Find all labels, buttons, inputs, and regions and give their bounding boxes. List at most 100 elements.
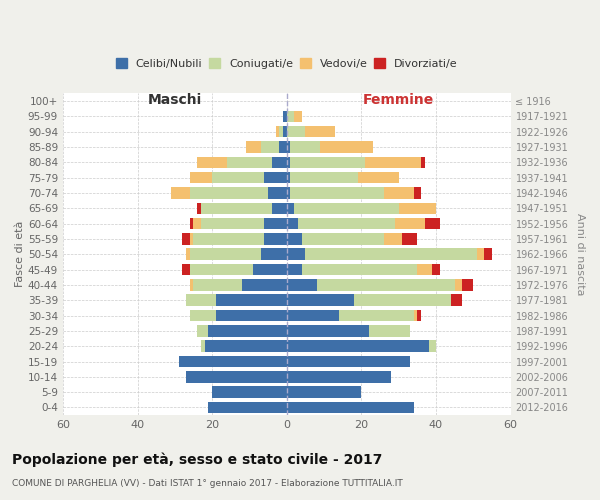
Bar [265, 172, 287, 184]
Bar [287, 279, 317, 290]
Legend: Celibi/Nubili, Coniugati/e, Vedovi/e, Divorziati/e: Celibi/Nubili, Coniugati/e, Vedovi/e, Di… [111, 54, 462, 73]
Bar [193, 279, 242, 290]
Bar [212, 386, 287, 398]
Bar [272, 202, 287, 214]
Bar [305, 126, 335, 138]
Bar [432, 264, 440, 276]
Bar [201, 202, 272, 214]
Bar [418, 310, 421, 322]
Bar [287, 141, 290, 152]
Bar [260, 248, 287, 260]
Bar [287, 340, 428, 352]
Y-axis label: Fasce di età: Fasce di età [15, 221, 25, 288]
Bar [287, 294, 354, 306]
Bar [484, 248, 492, 260]
Bar [413, 187, 421, 198]
Bar [197, 156, 227, 168]
Bar [197, 202, 201, 214]
Bar [212, 172, 265, 184]
Bar [384, 233, 403, 244]
Bar [279, 126, 283, 138]
Bar [354, 294, 451, 306]
Bar [201, 218, 265, 230]
Bar [253, 264, 287, 276]
Bar [358, 172, 398, 184]
Text: Popolazione per età, sesso e stato civile - 2017: Popolazione per età, sesso e stato civil… [12, 452, 382, 467]
Bar [246, 141, 260, 152]
Bar [317, 279, 455, 290]
Bar [290, 187, 384, 198]
Bar [216, 310, 287, 322]
Bar [287, 110, 294, 122]
Bar [190, 264, 253, 276]
Bar [290, 156, 365, 168]
Bar [190, 248, 260, 260]
Bar [182, 264, 190, 276]
Bar [287, 325, 369, 336]
Y-axis label: Anni di nascita: Anni di nascita [575, 213, 585, 296]
Bar [186, 294, 216, 306]
Text: Femmine: Femmine [363, 94, 434, 108]
Bar [186, 248, 190, 260]
Bar [339, 310, 413, 322]
Bar [216, 294, 287, 306]
Bar [287, 356, 410, 368]
Bar [413, 310, 418, 322]
Bar [190, 233, 193, 244]
Bar [287, 126, 305, 138]
Bar [287, 264, 302, 276]
Bar [193, 233, 265, 244]
Bar [398, 202, 436, 214]
Bar [294, 110, 302, 122]
Bar [287, 187, 290, 198]
Bar [287, 202, 294, 214]
Bar [283, 110, 287, 122]
Bar [298, 218, 395, 230]
Bar [179, 356, 287, 368]
Bar [190, 218, 193, 230]
Bar [403, 233, 418, 244]
Bar [287, 386, 361, 398]
Bar [186, 371, 287, 382]
Bar [287, 156, 290, 168]
Bar [268, 187, 287, 198]
Bar [171, 187, 190, 198]
Bar [265, 233, 287, 244]
Bar [208, 402, 287, 413]
Bar [287, 248, 305, 260]
Bar [287, 218, 298, 230]
Bar [190, 310, 216, 322]
Bar [418, 264, 432, 276]
Bar [182, 233, 190, 244]
Text: COMUNE DI PARGHELIA (VV) - Dati ISTAT 1° gennaio 2017 - Elaborazione TUTTITALIA.: COMUNE DI PARGHELIA (VV) - Dati ISTAT 1°… [12, 479, 403, 488]
Bar [290, 141, 320, 152]
Bar [283, 126, 287, 138]
Bar [265, 218, 287, 230]
Bar [260, 141, 279, 152]
Bar [477, 248, 484, 260]
Bar [384, 187, 413, 198]
Bar [190, 279, 193, 290]
Bar [365, 156, 421, 168]
Bar [208, 325, 287, 336]
Bar [287, 371, 391, 382]
Bar [275, 126, 279, 138]
Bar [451, 294, 462, 306]
Bar [455, 279, 462, 290]
Text: Maschi: Maschi [148, 94, 202, 108]
Bar [242, 279, 287, 290]
Bar [320, 141, 373, 152]
Bar [272, 156, 287, 168]
Bar [428, 340, 436, 352]
Bar [227, 156, 272, 168]
Bar [190, 172, 212, 184]
Bar [425, 218, 440, 230]
Bar [287, 233, 302, 244]
Bar [190, 187, 268, 198]
Bar [287, 402, 413, 413]
Bar [421, 156, 425, 168]
Bar [287, 172, 290, 184]
Bar [462, 279, 473, 290]
Bar [279, 141, 287, 152]
Bar [395, 218, 425, 230]
